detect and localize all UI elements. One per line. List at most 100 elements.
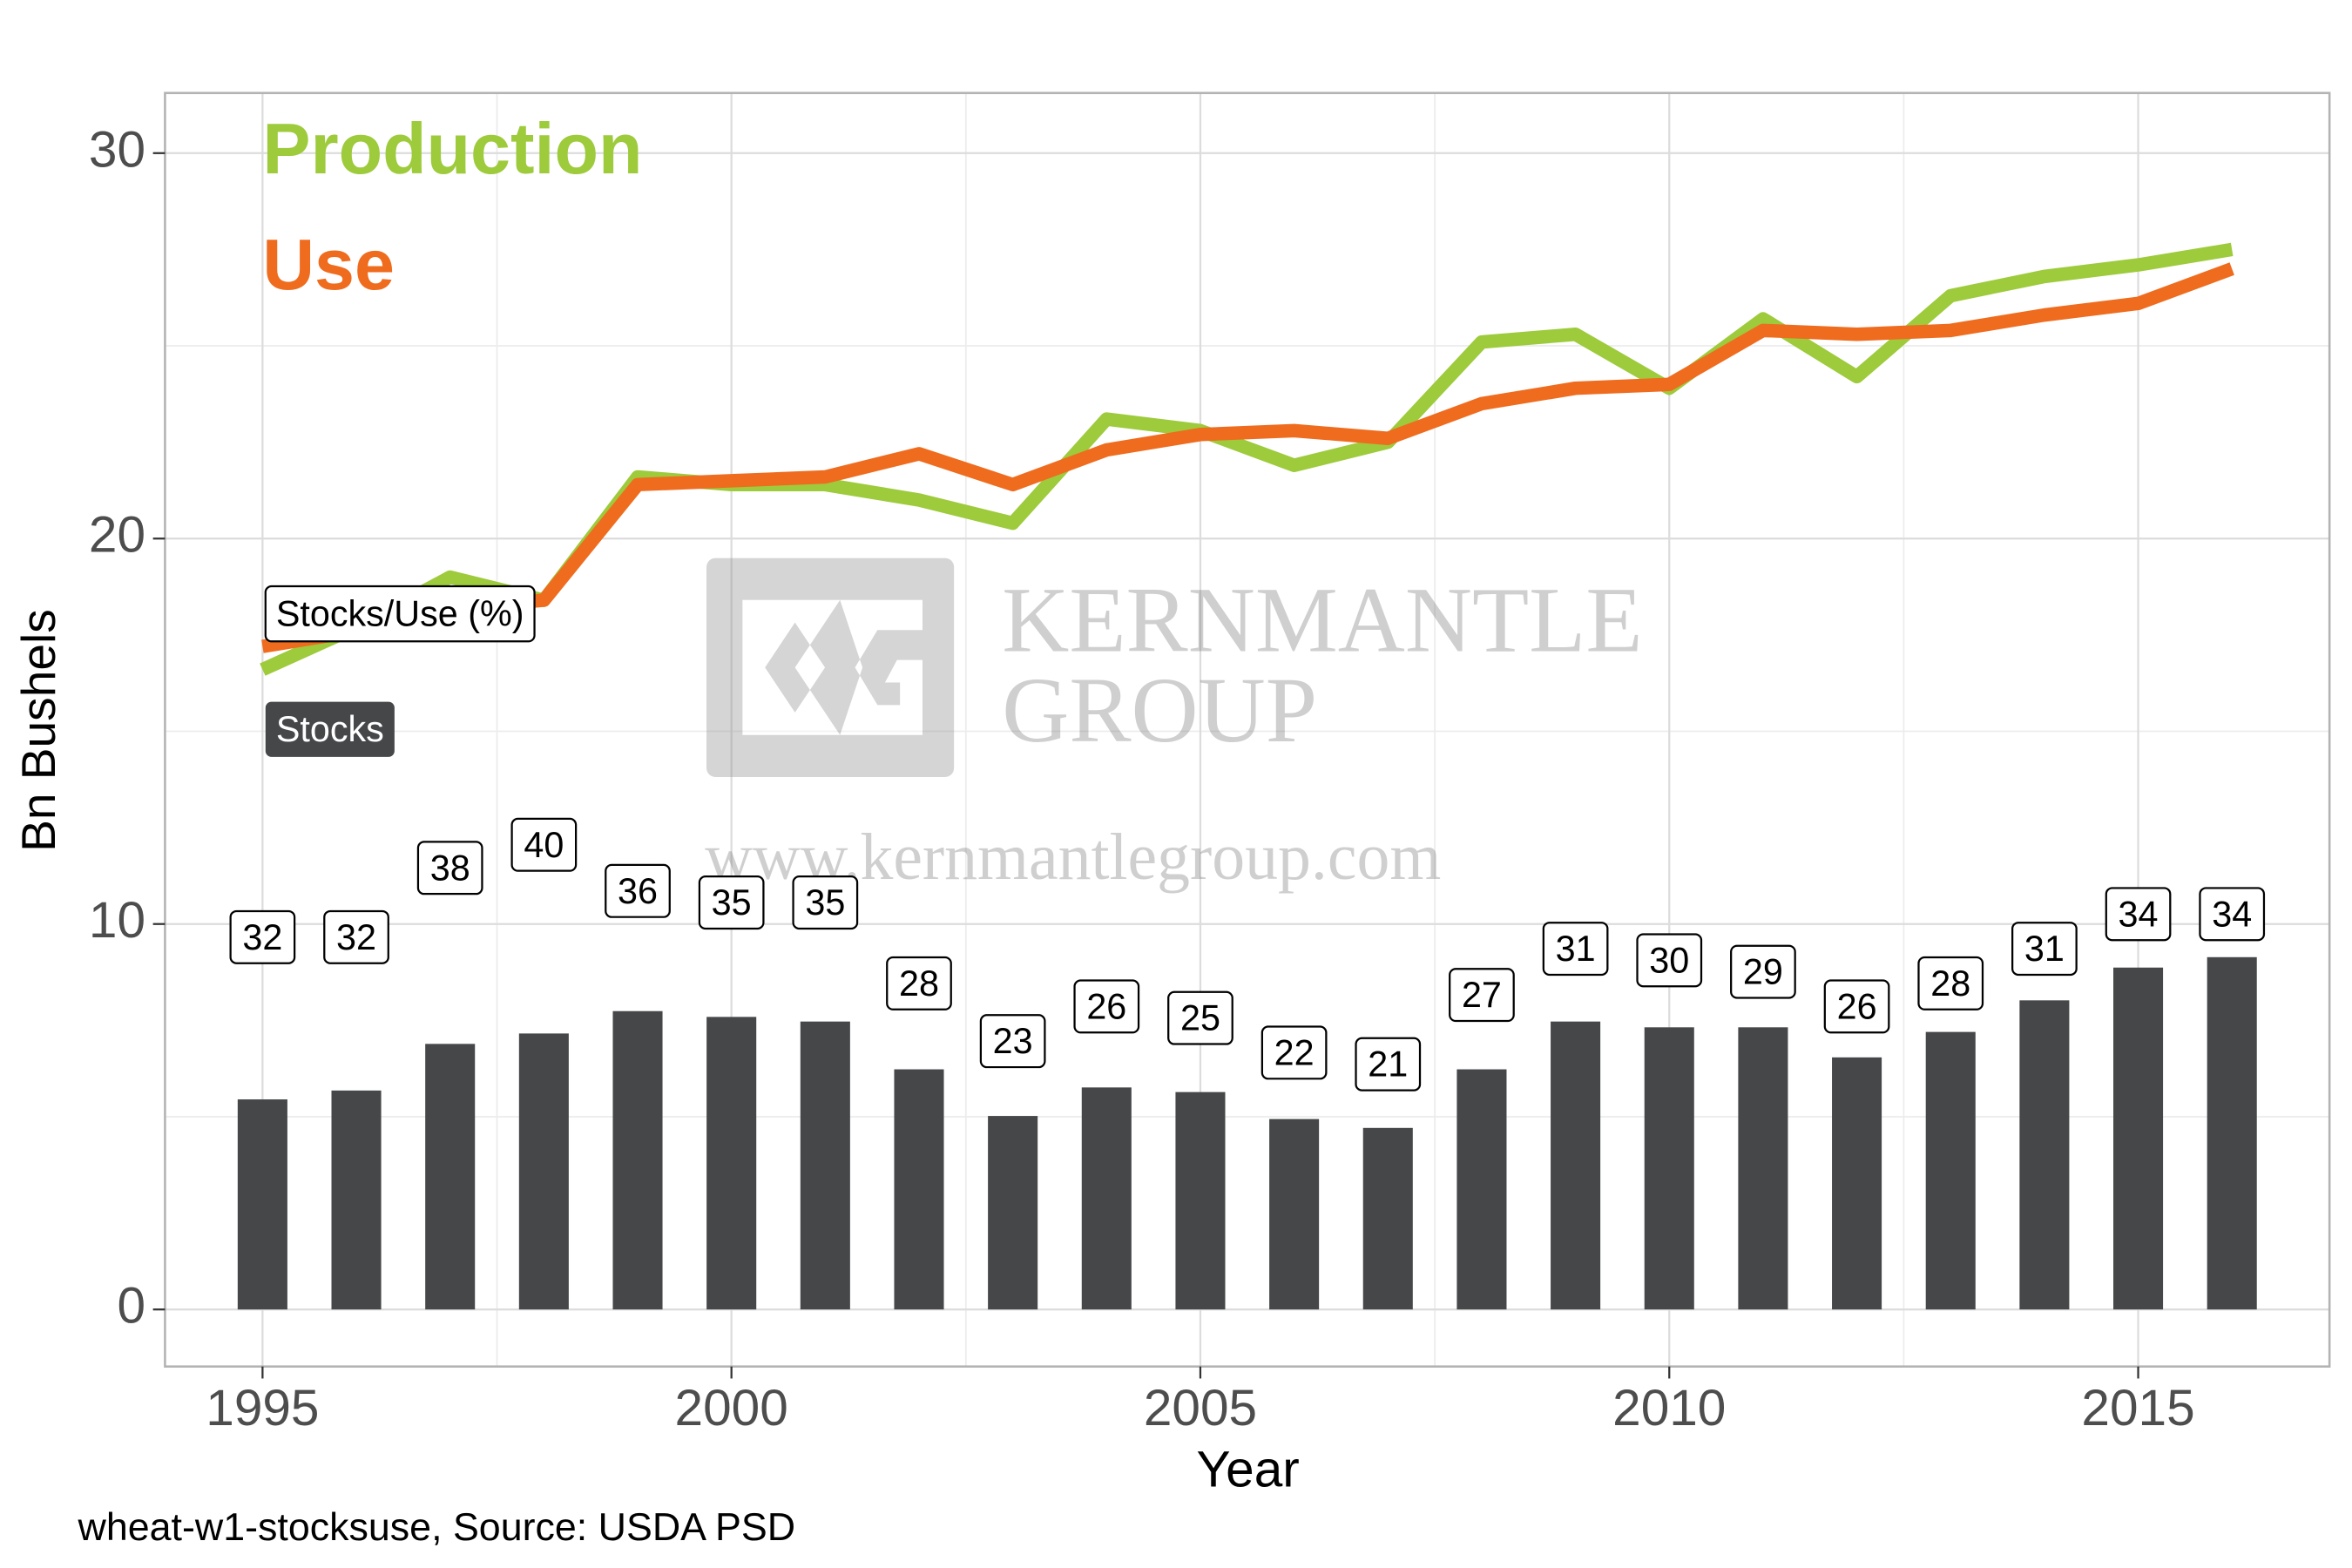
- label-box: [1730, 944, 1796, 999]
- data-label: 36: [605, 863, 671, 918]
- label-box: [1167, 990, 1233, 1045]
- data-label-text: 40: [524, 825, 564, 865]
- data-label: 31: [1542, 922, 1609, 977]
- data-label-text: 26: [1837, 986, 1877, 1026]
- label-box: [1449, 968, 1515, 1023]
- label-box: [1917, 956, 1984, 1010]
- data-label: 40: [510, 817, 578, 872]
- data-label: 31: [2011, 922, 2078, 977]
- label-box: [323, 909, 389, 964]
- data-label: 30: [1636, 933, 1703, 988]
- caption: wheat-w1-stocksuse, Source: USDA PSD: [78, 1505, 796, 1549]
- bar: [1925, 1031, 1976, 1310]
- data-label: 23: [979, 1014, 1046, 1069]
- data-label: 35: [792, 875, 859, 930]
- label-box: [1823, 979, 1890, 1034]
- bar: [1456, 1069, 1507, 1310]
- watermark-text: KERNMANTLE: [1002, 570, 1642, 672]
- data-label-text: 21: [1368, 1044, 1408, 1085]
- data-label: 34: [2105, 887, 2172, 942]
- bar: [425, 1044, 476, 1310]
- bar: [2207, 956, 2257, 1310]
- data-label: 22: [1260, 1025, 1328, 1080]
- bar: [518, 1033, 569, 1310]
- label-box: [1542, 922, 1609, 977]
- y-tick-label: 10: [89, 892, 145, 949]
- watermark-text: GROUP: [1002, 659, 1317, 762]
- bar: [1832, 1057, 1882, 1310]
- data-label: 28: [886, 956, 952, 1010]
- y-tick-label: 20: [89, 507, 145, 564]
- bar: [1551, 1021, 1601, 1310]
- data-label-text: 30: [1649, 940, 1689, 980]
- label-box: [2011, 922, 2078, 977]
- label-box: [1636, 933, 1703, 988]
- bar: [1644, 1027, 1694, 1310]
- watermark: KERNMANTLE GROUP www.kernmantlegroup.com: [705, 558, 1643, 894]
- data-label-text: 35: [805, 882, 845, 923]
- panel-border: [164, 91, 2331, 1368]
- bar: [1081, 1087, 1132, 1310]
- bar: [2113, 967, 2164, 1310]
- y-axis-title: Bn Bushels: [11, 609, 65, 852]
- legend-box: [265, 701, 395, 757]
- bar: [1738, 1027, 1788, 1310]
- data-label: 34: [2199, 887, 2266, 942]
- x-tick-label: 2010: [1612, 1380, 1726, 1436]
- data-label: 38: [416, 841, 483, 896]
- line: [261, 262, 2234, 653]
- x-tick-label: 1995: [206, 1380, 319, 1436]
- label-box: [1073, 979, 1140, 1034]
- watermark-logo-mark: [742, 599, 841, 735]
- data-label: 28: [1917, 956, 1984, 1010]
- data-label-text: 27: [1462, 975, 1502, 1015]
- label-box: [698, 875, 765, 930]
- legend-entry: Stocks: [276, 709, 384, 749]
- data-label: 26: [1823, 979, 1890, 1034]
- data-label: 26: [1073, 979, 1140, 1034]
- data-label: 32: [323, 909, 389, 964]
- data-label-text: 32: [336, 917, 376, 957]
- data-label-text: 31: [2024, 929, 2065, 969]
- data-label: 35: [698, 875, 765, 930]
- data-label-text: 28: [899, 963, 939, 1004]
- x-tick-label: 2005: [1144, 1380, 1257, 1436]
- data-label-text: 35: [712, 882, 752, 923]
- data-label-text: 22: [1274, 1032, 1315, 1072]
- data-label-text: 34: [2119, 894, 2159, 934]
- data-label-text: 32: [242, 917, 282, 957]
- bar: [2019, 1000, 2070, 1310]
- data-label: 32: [229, 909, 296, 964]
- legend: Production Use Stocks Stocks/Use (%): [262, 108, 642, 757]
- bar: [612, 1010, 663, 1310]
- bar: [237, 1099, 287, 1310]
- legend-entry: Production: [262, 108, 642, 189]
- bar: [800, 1021, 850, 1310]
- label-box: [2105, 887, 2172, 942]
- data-label-text: 23: [993, 1021, 1033, 1061]
- bar: [1362, 1127, 1413, 1310]
- bar: [988, 1116, 1038, 1310]
- data-label: 25: [1167, 990, 1233, 1045]
- label-box: [1355, 1037, 1422, 1092]
- label-box: [1260, 1025, 1328, 1080]
- data-label-text: 29: [1743, 952, 1783, 992]
- label-box: [416, 841, 483, 896]
- watermark-logo-mark: [840, 599, 923, 735]
- legend-entry: Use: [262, 224, 395, 305]
- y-tick-label: 0: [117, 1278, 145, 1335]
- label-box: [229, 909, 296, 964]
- x-tick-label: 2000: [675, 1380, 788, 1436]
- data-label-text: 31: [1556, 929, 1596, 969]
- bar: [894, 1069, 944, 1310]
- bar: [331, 1090, 382, 1310]
- label-box: [510, 817, 578, 872]
- y-tick-label: 30: [89, 121, 145, 178]
- data-label-text: 26: [1086, 986, 1126, 1026]
- label-box: [2199, 887, 2266, 942]
- label-box: [979, 1014, 1046, 1069]
- data-label-text: 28: [1930, 963, 1970, 1004]
- legend-entry: Stocks/Use (%): [276, 594, 524, 634]
- data-label-text: 38: [430, 848, 470, 888]
